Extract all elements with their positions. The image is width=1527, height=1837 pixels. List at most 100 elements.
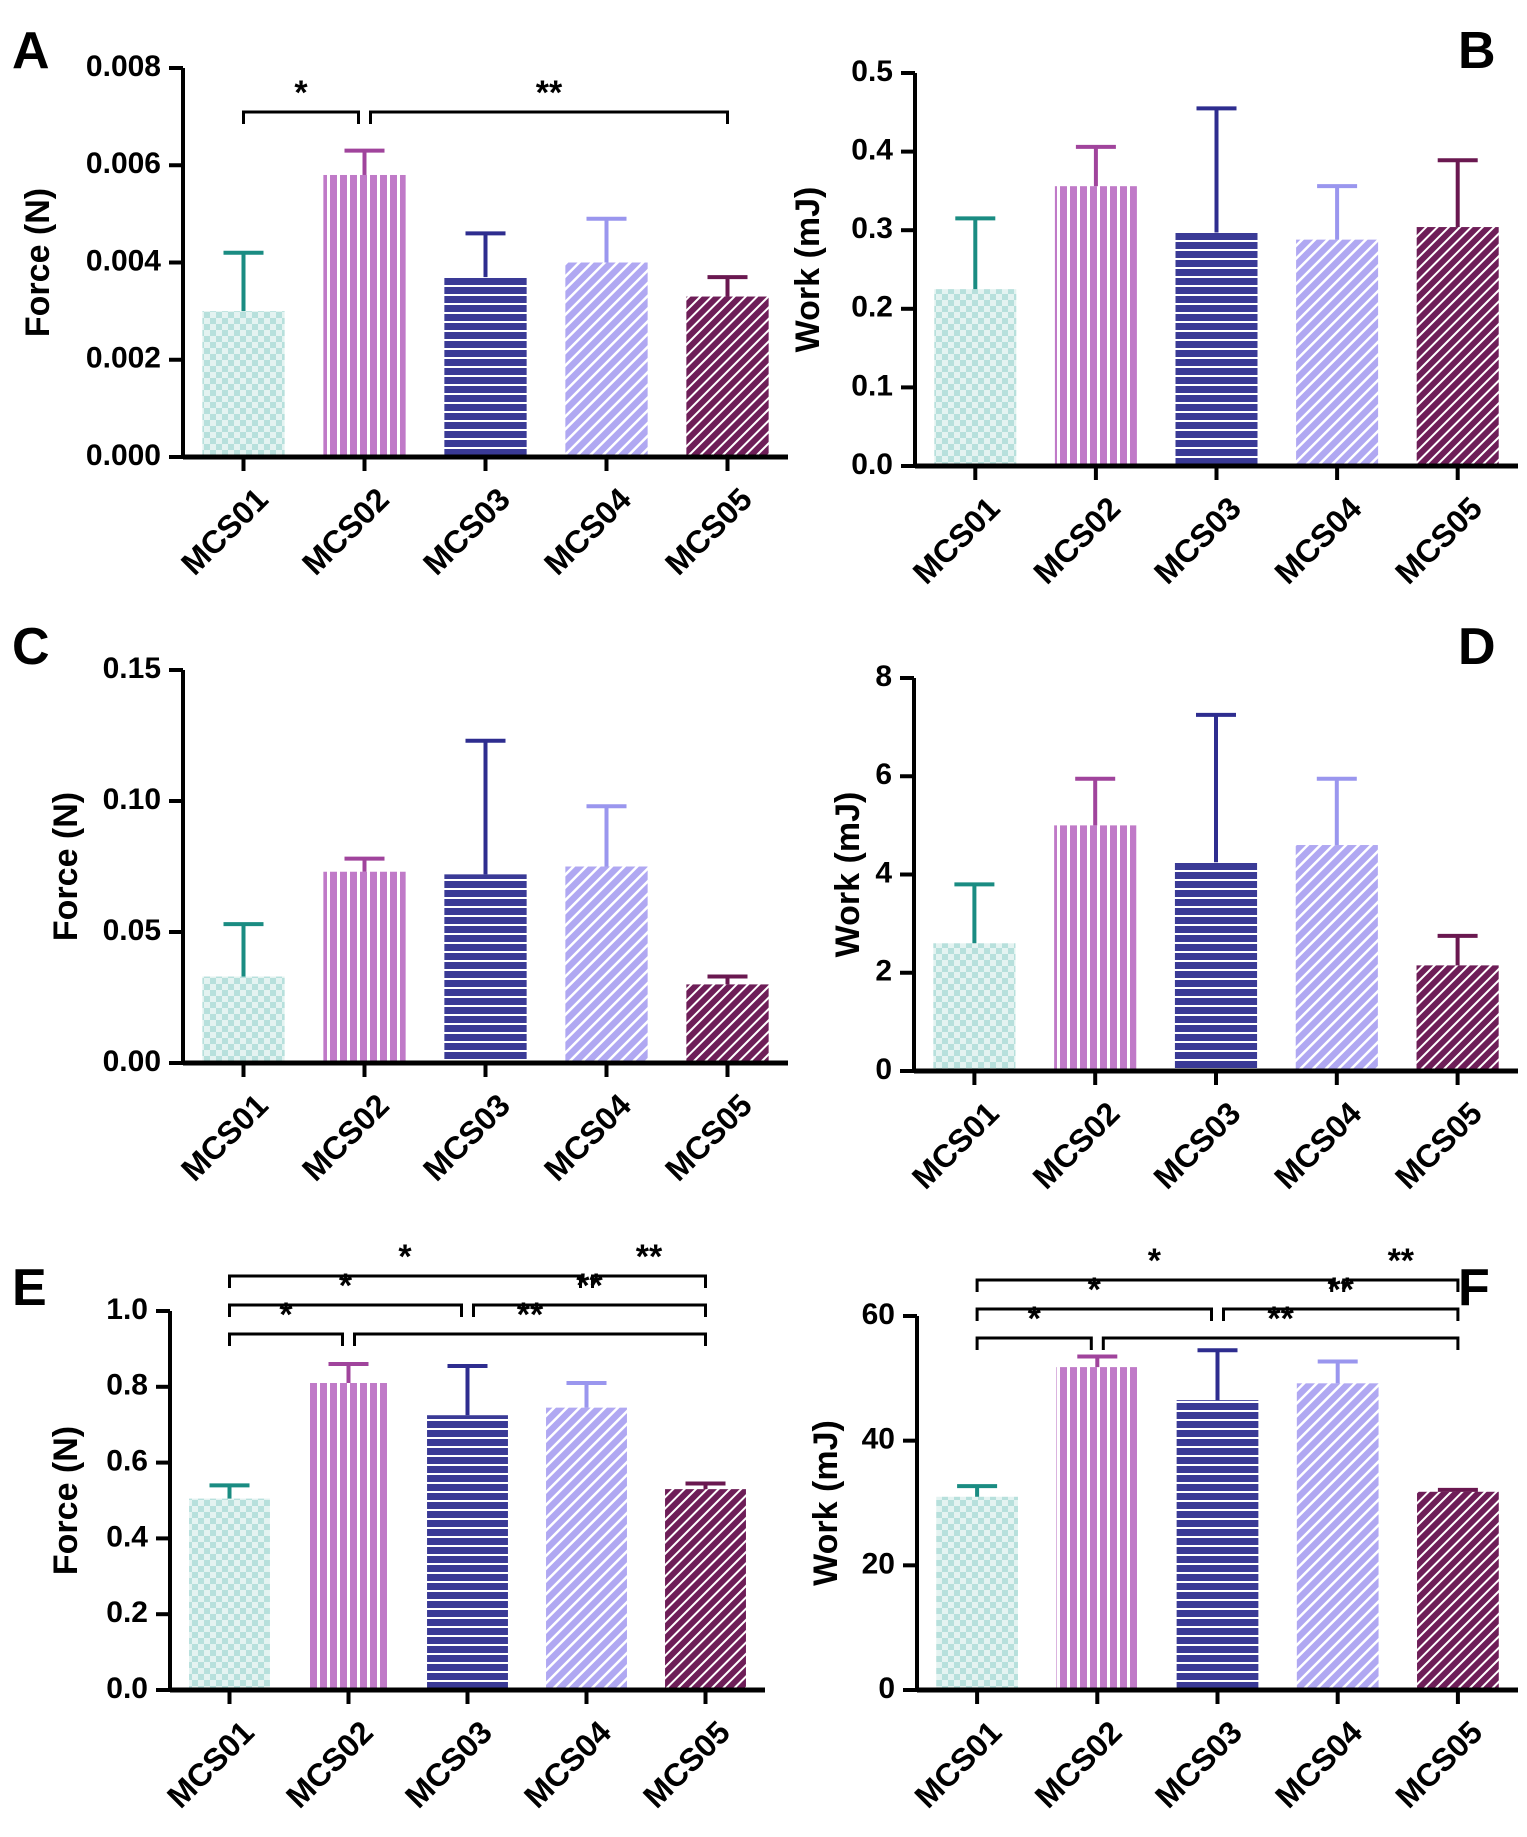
bar-mcs02 (1054, 825, 1137, 1071)
x-tick-label: MCS02 (1026, 490, 1127, 591)
significance-label: ** (1267, 1300, 1294, 1338)
y-axis-title: Force (N) (47, 792, 85, 941)
x-tick-label: MCS02 (1028, 1714, 1129, 1815)
x-tick-label: MCS05 (636, 1714, 737, 1815)
bar-mcs05 (665, 1489, 746, 1690)
y-tick-label: 0 (875, 1053, 892, 1086)
x-tick-label: MCS05 (1388, 1714, 1489, 1815)
y-axis-title: Work (mJ) (789, 187, 827, 353)
y-tick-label: 0.05 (103, 914, 161, 947)
bar-mcs02 (323, 174, 406, 457)
significance-label: ** (1388, 1242, 1415, 1280)
y-tick-label: 0 (878, 1672, 895, 1705)
bar-mcs03 (444, 874, 527, 1063)
bar-mcs05 (686, 296, 769, 457)
x-tick-label: MCS03 (416, 1087, 517, 1188)
bar-mcs01 (936, 1496, 1018, 1690)
y-tick-label: 0.5 (851, 55, 893, 88)
y-tick-label: 1.0 (106, 1293, 148, 1326)
x-tick-label: MCS02 (279, 1714, 380, 1815)
significance-label: * (1088, 1271, 1102, 1309)
x-tick-label: MCS03 (1148, 1714, 1249, 1815)
x-tick-label: MCS05 (658, 1087, 759, 1188)
significance-bracket (472, 1303, 707, 1317)
bar-mcs02 (1056, 1367, 1139, 1690)
bar-mcs04 (1296, 239, 1379, 466)
y-axis-title: Work (mJ) (807, 1420, 845, 1586)
panel-letter: B (1458, 22, 1496, 80)
bar-mcs05 (1416, 227, 1499, 466)
y-tick-label: 0.10 (103, 783, 161, 816)
y-tick-label: 0.004 (86, 244, 161, 277)
significance-label: * (279, 1296, 293, 1334)
significance-label: ** (536, 74, 563, 112)
x-tick-label: MCS01 (160, 1714, 261, 1815)
x-tick-label: MCS01 (906, 490, 1007, 591)
bar-mcs04 (565, 866, 648, 1063)
bar-mcs04 (565, 262, 648, 457)
bar-mcs01 (933, 943, 1016, 1071)
bar-mcs01 (189, 1498, 270, 1690)
panel-letter: A (12, 22, 50, 80)
x-tick-label: MCS04 (537, 1087, 638, 1188)
x-tick-label: MCS02 (295, 1087, 396, 1188)
significance-label: ** (517, 1296, 544, 1334)
significance-label: * (1028, 1300, 1042, 1338)
significance-bracket (369, 110, 729, 124)
x-tick-label: MCS05 (1388, 490, 1489, 591)
y-tick-label: 0.002 (86, 342, 161, 375)
panel-d: D Work (mJ) 0 2 4 6 8 MCS01 MCS02 MCS03 MCS04 MCS05 (829, 618, 1518, 1196)
significance-bracket (353, 1332, 707, 1346)
significance-label: * (1148, 1242, 1162, 1280)
y-tick-label: 0.8 (106, 1369, 148, 1402)
x-tick-label: MCS04 (1267, 1095, 1368, 1196)
bar-mcs03 (1176, 1400, 1259, 1690)
panel-a: A Force (N) 0.000 0.002 0.004 0.006 0.008 MCS01… (12, 22, 788, 582)
significance-bracket (1342, 1278, 1460, 1292)
y-tick-label: 0.00 (103, 1045, 161, 1078)
x-tick-label: MCS01 (908, 1714, 1009, 1815)
x-tick-label: MCS04 (537, 481, 638, 582)
bar-mcs05 (1416, 965, 1499, 1071)
significance-bracket (228, 1274, 582, 1288)
y-tick-label: 0.4 (851, 134, 893, 167)
significance-bracket (228, 1303, 463, 1317)
bar-mcs04 (1296, 1383, 1379, 1690)
bar-mcs02 (308, 1383, 389, 1690)
y-tick-label: 8 (875, 660, 892, 693)
significance-bracket (975, 1278, 1334, 1292)
y-axis-title: Work (mJ) (829, 792, 867, 958)
y-tick-label: 40 (862, 1423, 895, 1456)
y-tick-label: 0.1 (851, 369, 893, 402)
significance-bracket (242, 110, 360, 124)
y-tick-label: 0.2 (106, 1596, 148, 1629)
x-tick-label: MCS02 (1026, 1095, 1127, 1196)
significance-label: * (339, 1267, 353, 1305)
x-tick-label: MCS03 (398, 1714, 499, 1815)
x-tick-label: MCS03 (1146, 1095, 1247, 1196)
bar-mcs05 (686, 984, 769, 1063)
x-tick-label: MCS04 (517, 1714, 618, 1815)
bar-mcs03 (1175, 232, 1258, 466)
y-tick-label: 0.6 (106, 1445, 148, 1478)
y-tick-label: 0.008 (86, 50, 161, 83)
significance-bracket (591, 1274, 707, 1288)
y-tick-label: 0.2 (851, 291, 893, 324)
bar-mcs03 (1174, 862, 1258, 1071)
bar-mcs03 (427, 1415, 508, 1690)
bar-mcs01 (202, 311, 285, 457)
x-tick-label: MCS04 (1268, 490, 1369, 591)
x-tick-label: MCS01 (174, 481, 275, 582)
significance-bracket (1101, 1336, 1460, 1350)
y-tick-label: 4 (875, 856, 892, 889)
bar-mcs04 (1295, 845, 1378, 1071)
significance-bracket (228, 1332, 344, 1346)
bar-mcs01 (934, 289, 1017, 466)
x-tick-label: MCS02 (295, 481, 396, 582)
x-tick-label: MCS05 (658, 481, 759, 582)
y-tick-label: 20 (862, 1547, 895, 1580)
